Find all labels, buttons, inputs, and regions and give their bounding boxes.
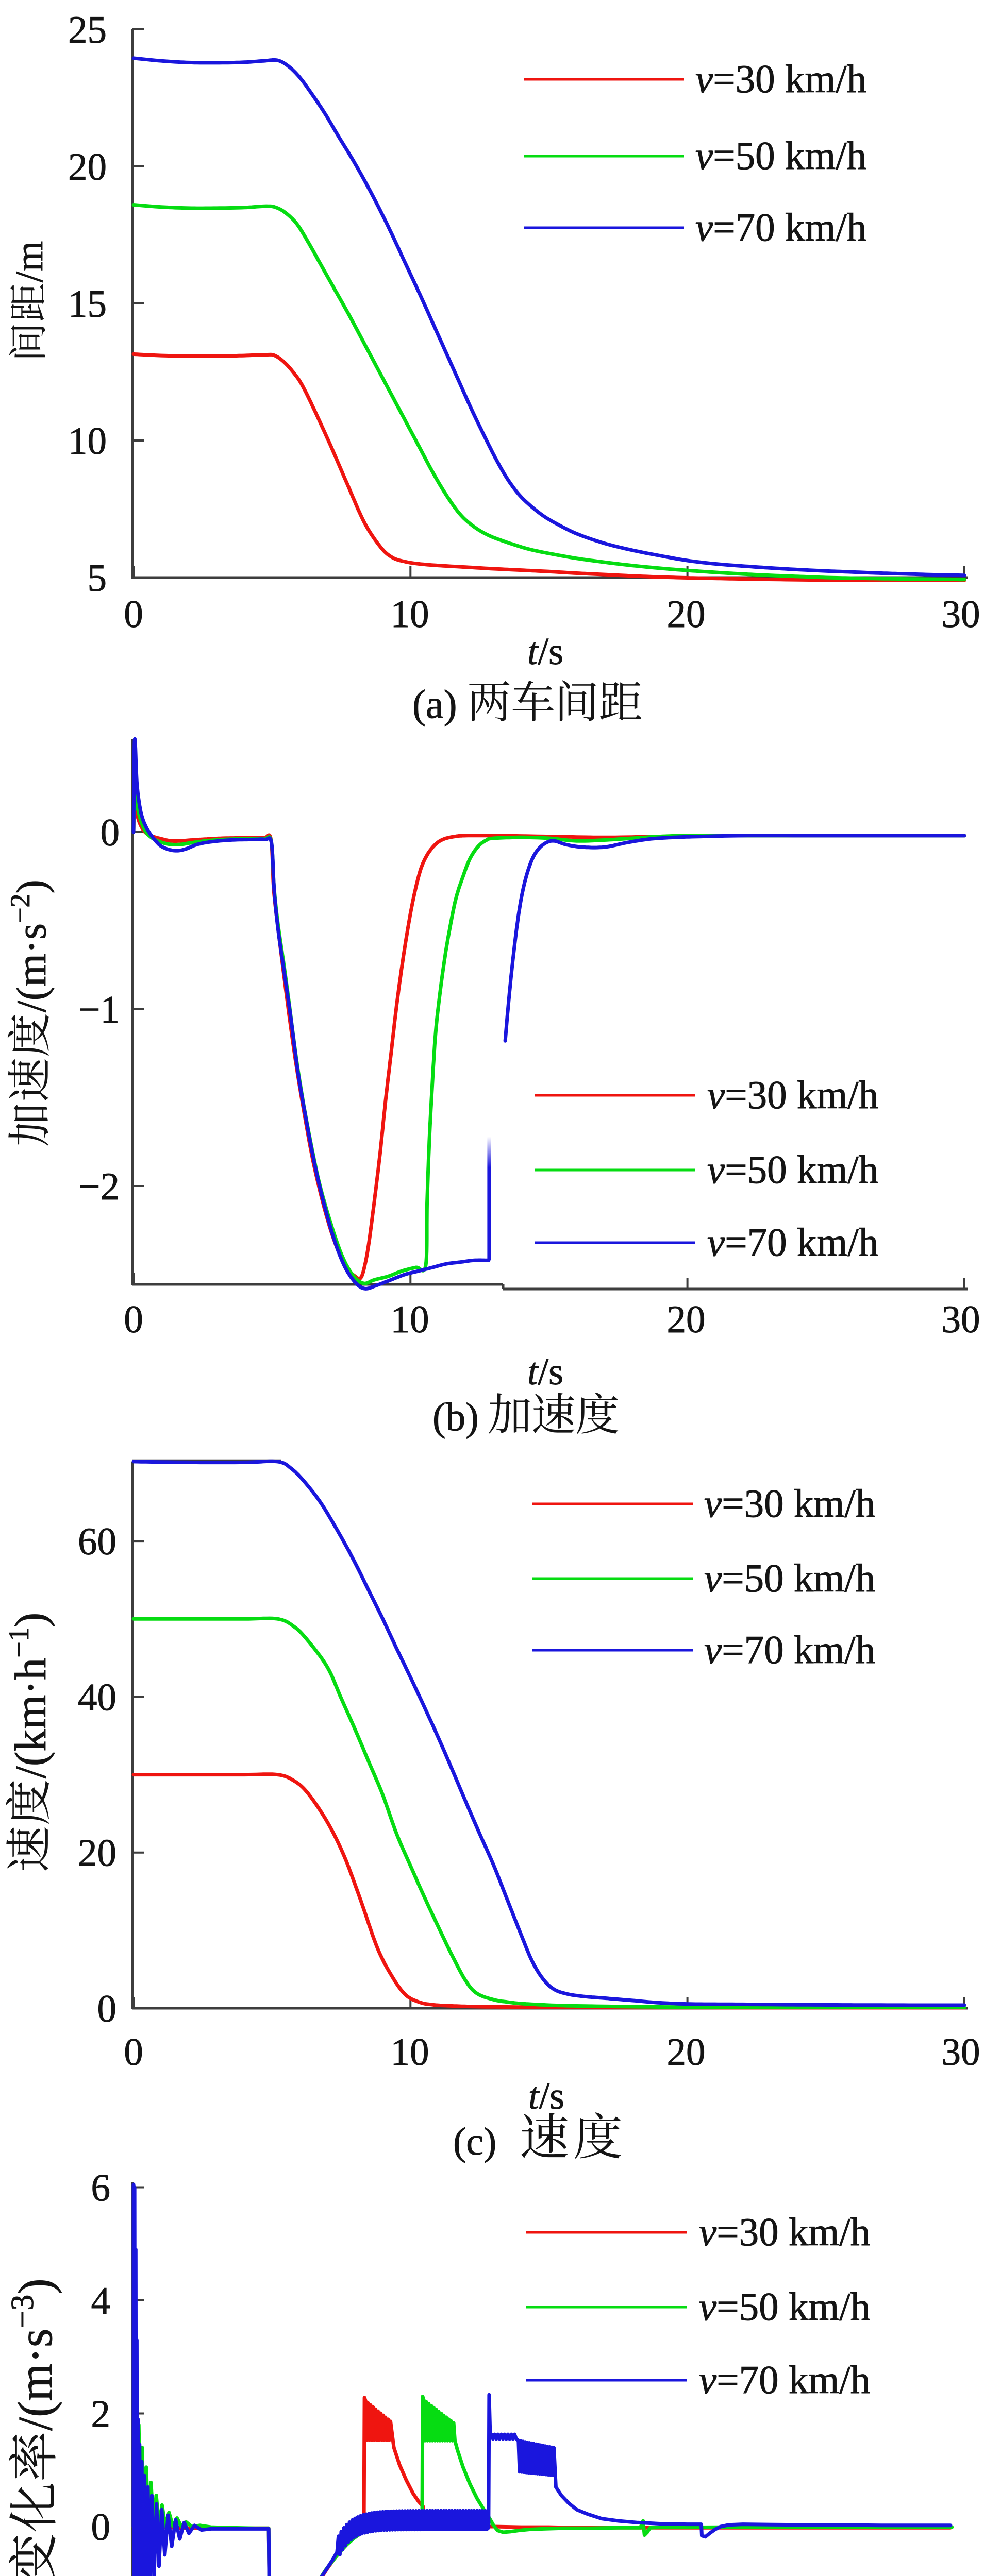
svg-text:10: 10 bbox=[68, 420, 107, 463]
svg-text:25: 25 bbox=[68, 9, 107, 52]
svg-text:4: 4 bbox=[91, 2280, 111, 2323]
svg-text:v=30 km/h: v=30 km/h bbox=[695, 57, 866, 101]
svg-text:5: 5 bbox=[88, 557, 107, 600]
svg-text:v=50 km/h: v=50 km/h bbox=[707, 1147, 878, 1192]
svg-text:t/s: t/s bbox=[528, 2075, 564, 2117]
svg-text:(a): (a) bbox=[412, 682, 457, 726]
svg-text:0: 0 bbox=[124, 1298, 143, 1341]
svg-text:v=50 km/h: v=50 km/h bbox=[695, 133, 866, 178]
svg-text:v=70 km/h: v=70 km/h bbox=[695, 205, 866, 249]
svg-text:0: 0 bbox=[124, 593, 143, 636]
svg-text:20: 20 bbox=[667, 1298, 706, 1341]
svg-text:20: 20 bbox=[78, 1832, 116, 1875]
svg-text:v=30 km/h: v=30 km/h bbox=[704, 1481, 875, 1526]
svg-text:0: 0 bbox=[97, 1988, 117, 2030]
svg-text:−2: −2 bbox=[78, 1165, 120, 1208]
svg-text:(c): (c) bbox=[453, 2120, 496, 2163]
svg-text:(b): (b) bbox=[432, 1395, 479, 1439]
svg-text:v=50 km/h: v=50 km/h bbox=[704, 1556, 875, 1600]
svg-text:v=70 km/h: v=70 km/h bbox=[707, 1220, 878, 1264]
svg-text:20: 20 bbox=[667, 2031, 706, 2074]
svg-text:v=50 km/h: v=50 km/h bbox=[699, 2284, 870, 2329]
svg-text:10: 10 bbox=[391, 1298, 429, 1341]
svg-text:v=30 km/h: v=30 km/h bbox=[707, 1073, 878, 1117]
svg-text:20: 20 bbox=[68, 146, 107, 189]
svg-text:6: 6 bbox=[91, 2167, 111, 2210]
svg-text:/(m·s−2): /(m·s−2) bbox=[5, 879, 55, 1012]
svg-text:15: 15 bbox=[68, 283, 107, 326]
svg-text:0: 0 bbox=[124, 2031, 143, 2074]
svg-text:40: 40 bbox=[78, 1676, 116, 1719]
svg-text:t/s: t/s bbox=[527, 1351, 563, 1393]
svg-text:0: 0 bbox=[101, 811, 120, 854]
svg-text:v=30 km/h: v=30 km/h bbox=[699, 2210, 870, 2254]
svg-text:20: 20 bbox=[667, 593, 706, 636]
svg-text:v=70 km/h: v=70 km/h bbox=[699, 2358, 870, 2402]
svg-text:/(m·s−3): /(m·s−3) bbox=[5, 2278, 62, 2431]
svg-text:10: 10 bbox=[391, 2031, 429, 2074]
svg-text:−1: −1 bbox=[78, 989, 120, 1031]
svg-text:30: 30 bbox=[942, 1298, 980, 1341]
svg-text:v=70 km/h: v=70 km/h bbox=[704, 1628, 875, 1672]
svg-text:/m: /m bbox=[8, 241, 51, 282]
svg-text:30: 30 bbox=[942, 593, 980, 636]
svg-text:10: 10 bbox=[391, 593, 429, 636]
svg-text:60: 60 bbox=[78, 1520, 116, 1563]
svg-text:0: 0 bbox=[91, 2506, 111, 2549]
svg-text:2: 2 bbox=[91, 2393, 111, 2436]
svg-text:t/s: t/s bbox=[527, 631, 563, 673]
svg-text:30: 30 bbox=[942, 2031, 980, 2074]
